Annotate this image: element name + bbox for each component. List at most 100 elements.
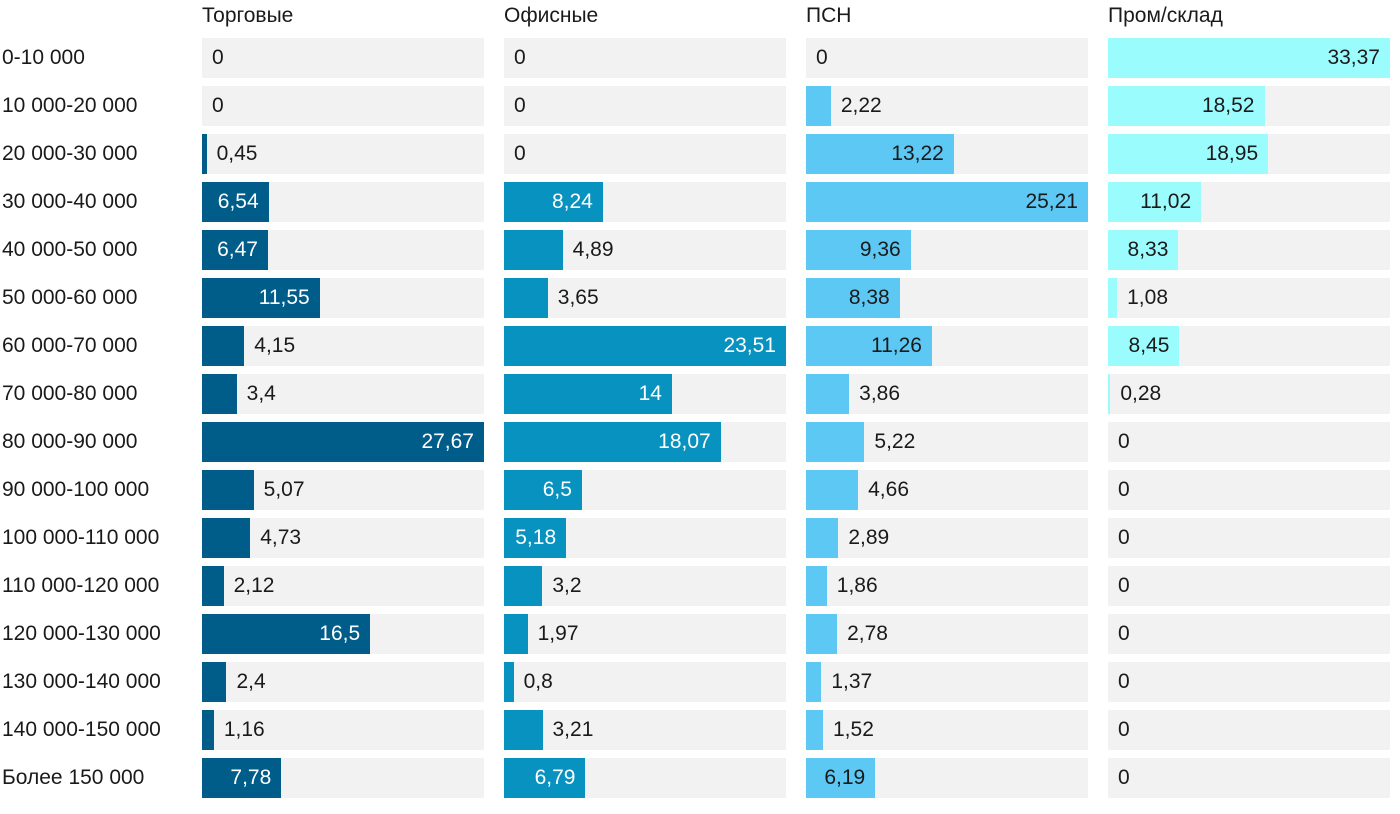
bar-track: 0 [504, 134, 786, 174]
bar-track: 8,33 [1108, 230, 1390, 270]
bar-track: 0 [1108, 758, 1390, 798]
bar-track: 4,89 [504, 230, 786, 270]
data-label: 6,47 [217, 238, 258, 261]
bar-track: 23,51 [504, 326, 786, 366]
bar-track: 4,66 [806, 470, 1088, 510]
bar [806, 374, 850, 414]
bar [806, 182, 1088, 222]
data-label: 0 [514, 94, 526, 117]
bar [806, 662, 822, 702]
data-label: 11,02 [1140, 190, 1192, 213]
bar [806, 86, 831, 126]
bar [202, 278, 320, 318]
bar [1108, 374, 1111, 414]
data-label: 8,33 [1127, 238, 1169, 261]
data-label: 0 [1118, 670, 1130, 693]
data-label: 7,78 [230, 766, 272, 789]
bar-track: 11,26 [806, 326, 1088, 366]
bar [504, 758, 586, 798]
data-label: 0 [514, 46, 526, 69]
bar [504, 278, 548, 318]
category-label: 120 000-130 000 [2, 622, 161, 645]
bar-track: 0 [1108, 470, 1390, 510]
data-label: 2,89 [848, 526, 890, 549]
bar [806, 710, 823, 750]
data-label: 3,21 [552, 718, 594, 741]
category-label: 130 000-140 000 [2, 670, 161, 693]
bar-track: 1,52 [806, 710, 1088, 750]
bar-track: 2,4 [202, 662, 484, 702]
bar-track: 1,86 [806, 566, 1088, 606]
data-label: 33,37 [1327, 46, 1380, 69]
bar-track: 3,21 [504, 710, 786, 750]
bar [202, 230, 268, 270]
bar-track: 0 [504, 38, 786, 78]
data-label: 8,38 [848, 286, 890, 309]
bar-track: 0 [1108, 710, 1390, 750]
bar-track: 0 [504, 86, 786, 126]
data-label: 3,65 [557, 286, 599, 309]
data-label: 0 [1118, 574, 1130, 597]
data-label: 1,08 [1127, 286, 1168, 309]
data-label: 6,19 [824, 766, 866, 789]
category-label: 50 000-60 000 [2, 286, 138, 309]
bar-track: 1,16 [202, 710, 484, 750]
bar-track: 2,12 [202, 566, 484, 606]
category-label: 60 000-70 000 [2, 334, 138, 357]
bar-track: 25,21 [806, 182, 1088, 222]
bar [504, 422, 721, 462]
bar-track: 3,86 [806, 374, 1088, 414]
bar-track: 0 [202, 86, 484, 126]
bar [806, 470, 859, 510]
bar [806, 134, 954, 174]
bar-track: 0,8 [504, 662, 786, 702]
bar [806, 614, 838, 654]
bar [202, 518, 251, 558]
bar-track: 0 [1108, 614, 1390, 654]
category-label: 90 000-100 000 [2, 478, 150, 501]
bar-track: 0 [1108, 518, 1390, 558]
bar [806, 566, 827, 606]
bar-track: 4,15 [202, 326, 484, 366]
data-label: 1,97 [537, 622, 579, 645]
bar [1108, 134, 1269, 174]
data-label: 5,07 [263, 478, 305, 501]
bar-track: 0 [1108, 422, 1390, 462]
bar-track: 13,22 [806, 134, 1088, 174]
data-label: 0 [1118, 622, 1130, 645]
bar-track: 6,19 [806, 758, 1088, 798]
category-label: 10 000-20 000 [2, 94, 138, 117]
bar-track: 16,5 [202, 614, 484, 654]
series-header: Офисные [504, 4, 599, 27]
data-label: 14 [638, 382, 662, 405]
bar [202, 470, 254, 510]
data-label: 4,73 [260, 526, 302, 549]
bar [202, 614, 371, 654]
bar-track: 3,4 [202, 374, 484, 414]
data-label: 1,16 [223, 718, 265, 741]
data-label: 11,55 [258, 286, 310, 309]
bar-track: 1,37 [806, 662, 1088, 702]
data-label: 2,4 [236, 670, 266, 693]
category-label: 80 000-90 000 [2, 430, 138, 453]
data-label: 4,66 [868, 478, 909, 501]
bar [1108, 278, 1118, 318]
bar-track: 0 [1108, 566, 1390, 606]
data-label: 0 [212, 46, 224, 69]
bar [202, 758, 282, 798]
data-label: 3,86 [859, 382, 901, 405]
bar [504, 710, 543, 750]
data-label: 18,95 [1205, 142, 1259, 165]
data-label: 18,52 [1201, 94, 1255, 117]
bar-track: 4,73 [202, 518, 484, 558]
bar [504, 374, 672, 414]
bar-track: 6,47 [202, 230, 484, 270]
bar-track: 0,28 [1108, 374, 1390, 414]
data-label: 2,12 [233, 574, 275, 597]
bar [806, 758, 876, 798]
bar [202, 662, 227, 702]
bar [504, 518, 567, 558]
bar-track: 8,38 [806, 278, 1088, 318]
bar [202, 566, 224, 606]
